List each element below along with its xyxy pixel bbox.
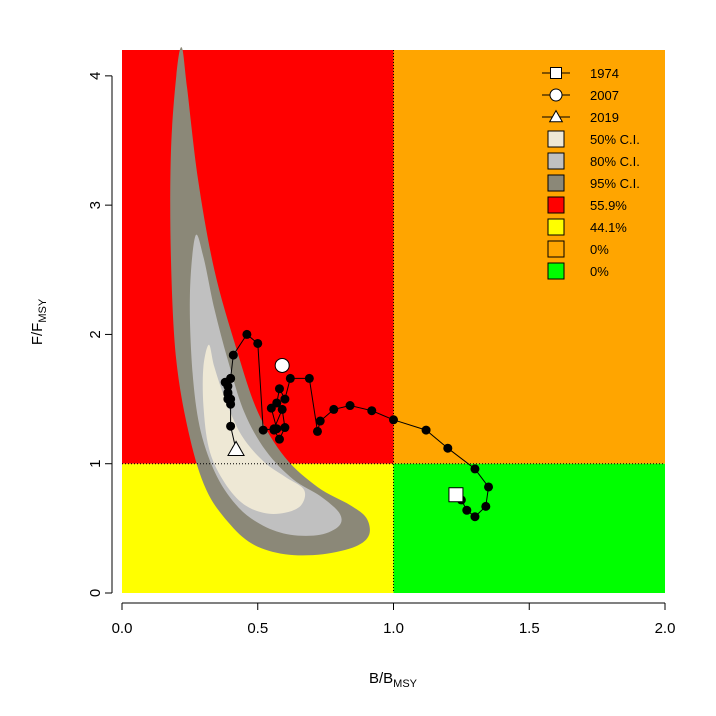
confidence-regions — [170, 47, 370, 556]
trajectory-point — [484, 482, 494, 492]
legend: 1974 2007 2019 50% C.I. 80% C.I. 95% C.I. 55.9… — [542, 66, 640, 280]
trajectory-point — [223, 394, 233, 404]
axes: 0.0 0.5 1.0 1.5 2.0 0 1 2 3 4 — [87, 72, 675, 637]
trajectory-point — [226, 373, 236, 383]
x-tick-label: 0.5 — [247, 620, 268, 637]
y-tick-label: 2 — [87, 330, 104, 338]
trajectory-point — [443, 443, 453, 453]
legend-label: 44.1% — [590, 220, 627, 235]
legend-item: 50% C.I. — [547, 130, 640, 148]
trajectory-point — [315, 416, 325, 426]
legend-item: 0% — [547, 262, 609, 280]
x-tick-label: 0.0 — [112, 620, 133, 637]
legend-swatch — [547, 174, 565, 192]
trajectory-point — [269, 424, 279, 434]
legend-circle-icon — [549, 88, 563, 102]
trajectory-point — [266, 403, 276, 413]
trajectory-point — [470, 512, 480, 522]
y-tick-label: 3 — [87, 201, 104, 209]
trajectory-point — [367, 406, 377, 416]
quadrant-overfished-overfishing — [122, 50, 394, 464]
trajectory-point — [277, 404, 287, 414]
legend-label: 50% C.I. — [590, 132, 640, 147]
legend-swatch — [547, 262, 565, 280]
year-2019-marker — [227, 440, 245, 457]
x-tick-label: 1.5 — [519, 620, 540, 637]
legend-label: 95% C.I. — [590, 176, 640, 191]
legend-triangle-icon — [548, 109, 564, 123]
legend-label: 80% C.I. — [590, 154, 640, 169]
trajectory-point — [242, 329, 252, 339]
trajectory-point — [274, 434, 284, 444]
y-tick-label: 4 — [87, 72, 104, 80]
legend-item: 95% C.I. — [547, 174, 640, 192]
legend-label: 1974 — [590, 66, 619, 81]
x-tick-label: 1.0 — [383, 620, 404, 637]
trajectory-point — [253, 338, 263, 348]
legend-swatch — [547, 152, 565, 170]
x-axis-title: B/BMSY — [369, 670, 418, 690]
legend-label: 2007 — [590, 88, 619, 103]
legend-item: 2019 — [542, 109, 619, 125]
ci-50-c-i-region — [202, 344, 306, 514]
trajectory-point — [470, 464, 480, 474]
quadrant-healthy — [393, 463, 665, 593]
legend-label: 2019 — [590, 110, 619, 125]
trajectory-point — [329, 404, 339, 414]
trajectory-point — [345, 401, 355, 411]
trajectory-point — [280, 394, 290, 404]
year-2007-marker — [274, 357, 290, 373]
legend-swatch — [547, 240, 565, 258]
y-tick-label: 1 — [87, 460, 104, 468]
y-tick-label: 0 — [87, 589, 104, 597]
legend-item: 2007 — [542, 88, 619, 103]
legend-item: 44.1% — [547, 218, 627, 236]
legend-item: 0% — [547, 240, 609, 258]
legend-square-icon — [550, 67, 562, 79]
trajectory-point — [280, 423, 290, 433]
trajectory-point — [304, 373, 314, 383]
y-axis-title: F/FMSY — [29, 298, 49, 345]
reference-lines — [122, 50, 665, 593]
legend-item: 1974 — [542, 66, 619, 81]
trajectory-point — [228, 350, 238, 360]
quadrant-backgrounds — [122, 50, 665, 593]
trajectory-point — [226, 421, 236, 431]
quadrant-overfishing-only — [393, 50, 665, 464]
trajectory-point — [421, 425, 431, 435]
trajectory-point — [285, 373, 295, 383]
legend-label: 0% — [590, 264, 609, 279]
x-tick-label: 2.0 — [655, 620, 676, 637]
legend-swatch — [547, 218, 565, 236]
trajectory-point — [481, 501, 491, 511]
trajectory-point — [274, 384, 284, 394]
trajectory-point — [462, 505, 472, 515]
legend-swatch — [547, 196, 565, 214]
legend-label: 0% — [590, 242, 609, 257]
trajectory-point — [258, 425, 268, 435]
highlighted-years — [227, 357, 464, 503]
legend-item: 80% C.I. — [547, 152, 640, 170]
year-1974-marker — [448, 487, 464, 503]
legend-label: 55.9% — [590, 198, 627, 213]
legend-swatch — [547, 130, 565, 148]
trajectory-point — [312, 426, 322, 436]
legend-item: 55.9% — [547, 196, 627, 214]
trajectory-point — [389, 415, 398, 425]
